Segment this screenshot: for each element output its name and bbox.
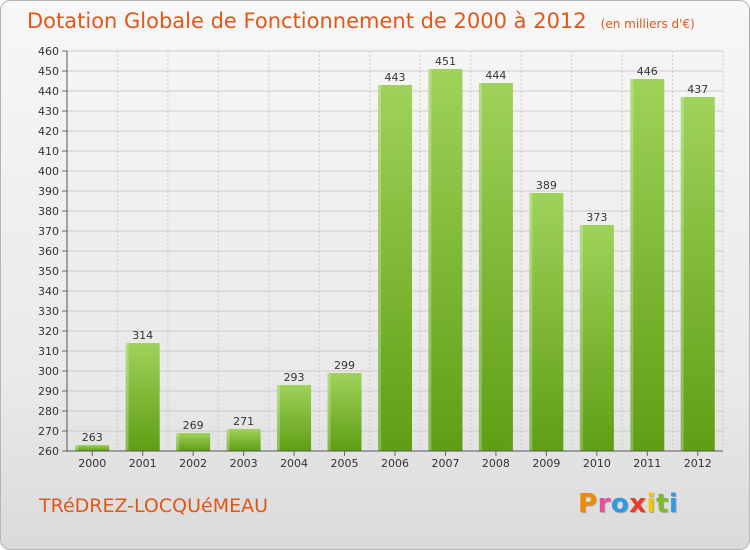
data-label: 443 (385, 71, 406, 84)
x-tick-label: 2005 (331, 457, 359, 470)
data-label: 444 (485, 69, 506, 82)
y-tick-label: 270 (38, 425, 59, 438)
logo-letter: x (629, 489, 647, 519)
bar-highlight (529, 193, 533, 451)
y-tick-label: 340 (38, 285, 59, 298)
x-tick-label: 2010 (583, 457, 611, 470)
bar-highlight (176, 433, 180, 451)
chart-title-text: Dotation Globale de Fonctionnement de 20… (27, 9, 587, 33)
data-label: 389 (536, 179, 557, 192)
bar (428, 69, 463, 451)
bar (277, 385, 312, 451)
y-tick-label: 390 (38, 185, 59, 198)
logo-letter: r (597, 489, 611, 519)
bar (630, 79, 665, 451)
y-tick-label: 350 (38, 265, 59, 278)
y-tick-label: 460 (38, 45, 59, 58)
y-tick-label: 330 (38, 305, 59, 318)
bar-highlight (125, 343, 129, 451)
x-tick-label: 2003 (230, 457, 258, 470)
chart-unit: (en milliers d'€) (600, 17, 695, 31)
logo-letter: i (668, 489, 679, 519)
bar (680, 97, 715, 451)
x-tick-label: 2002 (179, 457, 207, 470)
y-tick-label: 440 (38, 85, 59, 98)
bar-highlight (277, 385, 281, 451)
y-tick-label: 370 (38, 225, 59, 238)
data-label: 263 (82, 431, 103, 444)
y-tick-label: 290 (38, 385, 59, 398)
bar (125, 343, 160, 451)
logo-letter: i (646, 489, 656, 519)
x-tick-label: 2000 (78, 457, 106, 470)
bar-highlight (680, 97, 684, 451)
y-tick-label: 410 (38, 145, 59, 158)
data-label: 446 (637, 65, 658, 78)
commune-name: TRéDREZ-LOCQUéMEAU (39, 495, 269, 517)
data-label: 373 (586, 211, 607, 224)
bar (579, 225, 614, 451)
x-tick-label: 2001 (129, 457, 157, 470)
y-tick-label: 450 (38, 65, 59, 78)
y-tick-label: 310 (38, 345, 59, 358)
labels: 260 270 280 290 300 310 320 330 340 350 360 370 380 3… (38, 45, 712, 470)
logo-letter: o (610, 489, 630, 519)
bar-highlight (378, 85, 381, 451)
y-tick-label: 380 (38, 205, 59, 218)
bar (226, 429, 261, 451)
logo-letter: P (578, 489, 598, 519)
bar-highlight (75, 445, 79, 451)
bar (478, 83, 513, 451)
bar (378, 85, 412, 451)
y-tick-label: 360 (38, 245, 59, 258)
bar (75, 445, 110, 451)
x-tick-label: 2009 (532, 457, 560, 470)
y-tick-label: 260 (38, 445, 59, 458)
proxiti-logo: Proxiti (578, 489, 678, 519)
data-label: 271 (233, 415, 254, 428)
data-label: 437 (687, 83, 708, 96)
y-tick-label: 300 (38, 365, 59, 378)
x-tick-label: 2011 (633, 457, 661, 470)
bar-highlight (428, 69, 432, 451)
bar-highlight (327, 373, 331, 451)
data-label: 299 (334, 359, 355, 372)
data-label: 314 (132, 329, 153, 342)
bar-highlight (579, 225, 583, 451)
bars (75, 69, 715, 451)
y-tick-label: 400 (38, 165, 59, 178)
y-tick-label: 320 (38, 325, 59, 338)
bar-highlight (630, 79, 634, 451)
x-tick-label: 2006 (381, 457, 409, 470)
y-tick-label: 420 (38, 125, 59, 138)
chart-title: Dotation Globale de Fonctionnement de 20… (27, 9, 695, 33)
data-label: 451 (435, 55, 456, 68)
x-tick-label: 2007 (431, 457, 459, 470)
axes (62, 50, 723, 456)
bar (176, 433, 211, 451)
bar (529, 193, 564, 451)
bar-highlight (226, 429, 230, 451)
bar (327, 373, 362, 451)
data-label: 269 (183, 419, 204, 432)
logo-letter: t (655, 489, 669, 519)
data-label: 293 (284, 371, 305, 384)
x-tick-label: 2008 (482, 457, 510, 470)
y-tick-label: 430 (38, 105, 59, 118)
bar-highlight (478, 83, 482, 451)
x-tick-label: 2012 (684, 457, 712, 470)
x-tick-label: 2004 (280, 457, 308, 470)
y-tick-label: 280 (38, 405, 59, 418)
